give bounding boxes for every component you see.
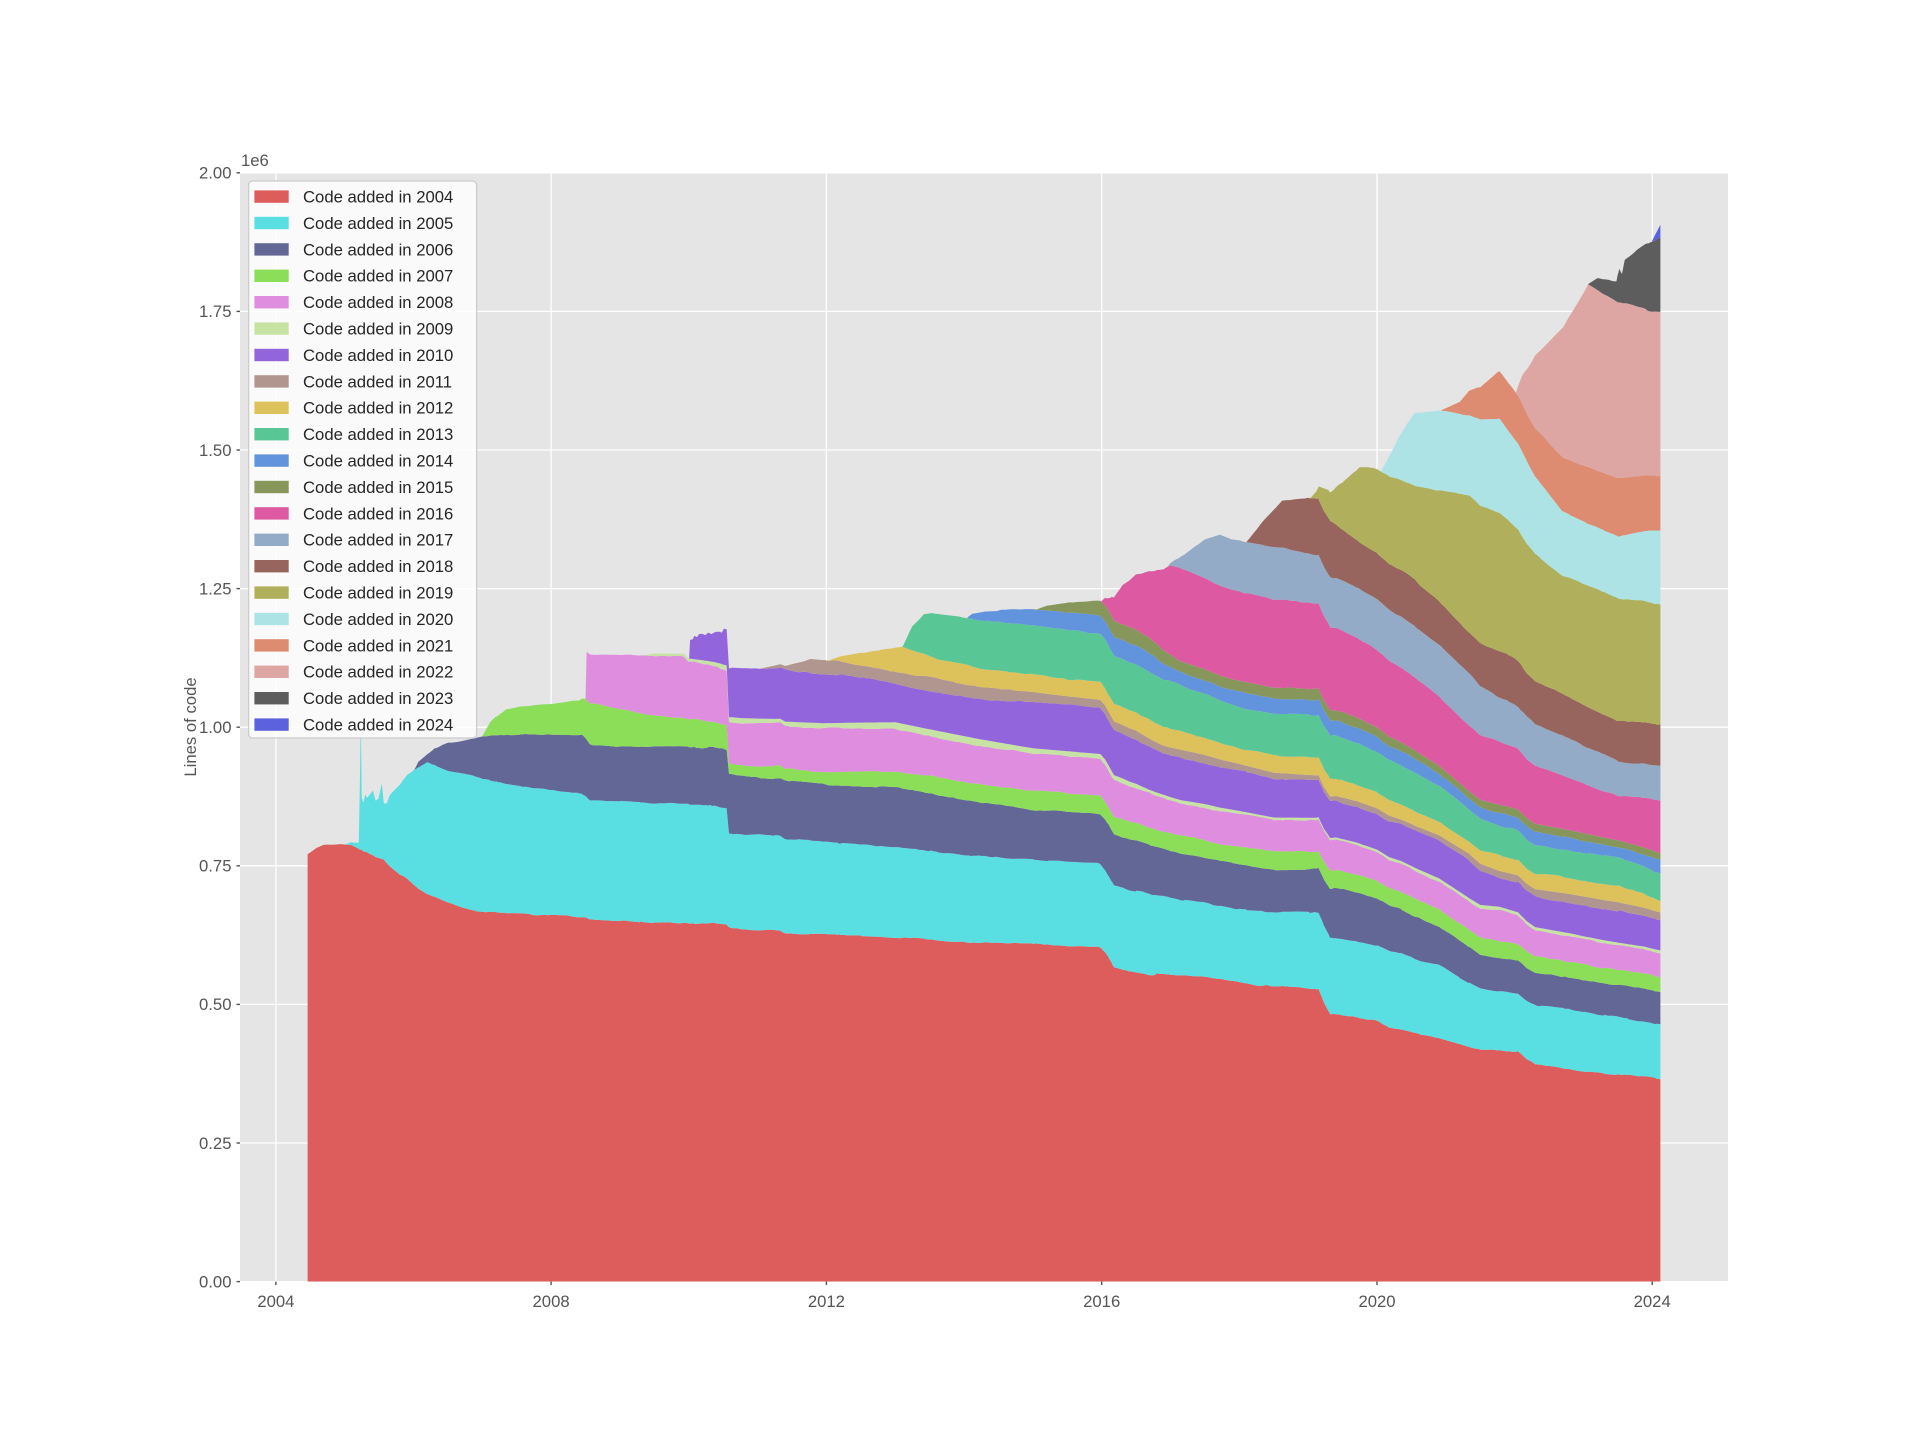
svg-text:Code added in 2012: Code added in 2012 [303,399,453,418]
svg-text:Code added in 2021: Code added in 2021 [303,636,453,655]
svg-text:1.50: 1.50 [199,441,231,460]
svg-text:Code added in 2004: Code added in 2004 [303,188,453,207]
svg-text:Code added in 2015: Code added in 2015 [303,478,453,497]
svg-text:2024: 2024 [1634,1292,1671,1311]
svg-text:2.00: 2.00 [199,164,231,183]
svg-text:Code added in 2016: Code added in 2016 [303,504,453,523]
svg-text:Code added in 2005: Code added in 2005 [303,214,453,233]
svg-text:2008: 2008 [533,1292,570,1311]
svg-text:0.00: 0.00 [199,1272,231,1291]
svg-text:Code added in 2009: Code added in 2009 [303,320,453,339]
svg-text:Code added in 2010: Code added in 2010 [303,346,453,365]
svg-text:Code added in 2023: Code added in 2023 [303,689,453,708]
svg-text:Code added in 2020: Code added in 2020 [303,610,453,629]
svg-text:0.75: 0.75 [199,857,231,876]
svg-text:0.25: 0.25 [199,1134,231,1153]
svg-text:Code added in 2024: Code added in 2024 [303,716,453,735]
svg-text:Code added in 2008: Code added in 2008 [303,293,453,312]
svg-text:2012: 2012 [808,1292,845,1311]
svg-text:2004: 2004 [257,1292,294,1311]
svg-text:Code added in 2019: Code added in 2019 [303,584,453,603]
svg-text:Code added in 2007: Code added in 2007 [303,267,453,286]
svg-text:Lines of code: Lines of code [181,677,200,776]
svg-text:0.50: 0.50 [199,995,231,1014]
svg-text:2016: 2016 [1083,1292,1120,1311]
svg-text:1.75: 1.75 [199,302,231,321]
svg-text:1.25: 1.25 [199,579,231,598]
svg-text:Code added in 2006: Code added in 2006 [303,240,453,259]
svg-text:Code added in 2014: Code added in 2014 [303,452,453,471]
svg-text:Code added in 2017: Code added in 2017 [303,531,453,550]
svg-text:Code added in 2022: Code added in 2022 [303,663,453,682]
svg-text:Code added in 2018: Code added in 2018 [303,557,453,576]
svg-text:Code added in 2013: Code added in 2013 [303,425,453,444]
svg-text:2020: 2020 [1358,1292,1395,1311]
svg-text:Code added in 2011: Code added in 2011 [303,372,452,391]
svg-text:1e6: 1e6 [241,151,269,170]
svg-text:1.00: 1.00 [199,718,231,737]
